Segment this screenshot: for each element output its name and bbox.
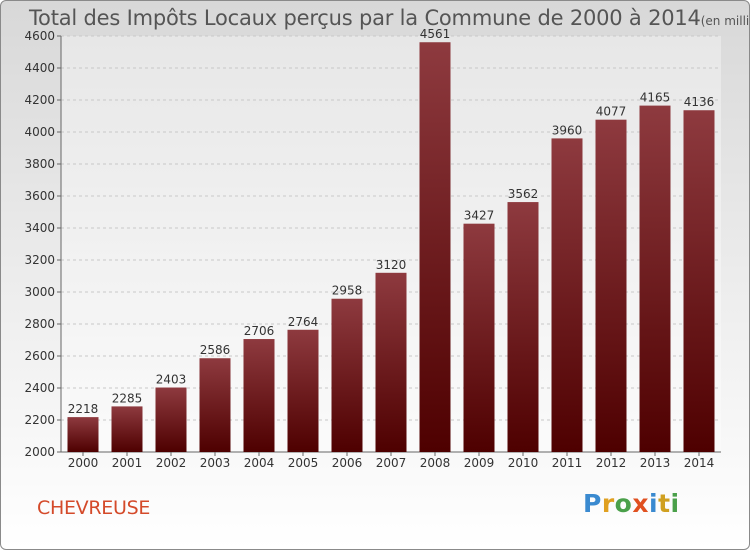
bar xyxy=(419,42,451,453)
data-label: 3427 xyxy=(464,209,495,223)
data-label: 4077 xyxy=(596,105,627,119)
bar xyxy=(155,387,187,452)
data-label: 2706 xyxy=(244,324,275,338)
x-tick-label: 2012 xyxy=(596,456,627,470)
y-tick-label: 4400 xyxy=(24,61,55,75)
x-tick-label: 2000 xyxy=(68,456,99,470)
commune-name: CHEVREUSE xyxy=(37,497,151,519)
y-tick-label: 4000 xyxy=(24,125,55,139)
bar xyxy=(375,272,407,452)
x-tick-label: 2004 xyxy=(244,456,275,470)
y-tick-label: 3800 xyxy=(24,157,55,171)
y-tick-label: 3600 xyxy=(24,189,55,203)
y-tick-label: 2800 xyxy=(24,317,55,331)
chart-title-text: Total des Impôts Locaux perçus par la Co… xyxy=(29,6,701,30)
y-tick-label: 3000 xyxy=(24,285,55,299)
data-label: 4561 xyxy=(420,27,451,41)
x-tick-label: 2014 xyxy=(684,456,715,470)
data-label: 2764 xyxy=(288,315,319,329)
x-tick-label: 2010 xyxy=(508,456,539,470)
y-tick-label: 4600 xyxy=(24,29,55,43)
y-tick-label: 3400 xyxy=(24,221,55,235)
data-label: 4165 xyxy=(640,91,671,105)
x-tick-label: 2008 xyxy=(420,456,451,470)
data-label: 2285 xyxy=(112,391,143,405)
y-tick-label: 2600 xyxy=(24,349,55,363)
x-tick-label: 2007 xyxy=(376,456,407,470)
bar xyxy=(331,298,363,452)
y-tick-label: 2400 xyxy=(24,381,55,395)
data-label: 2403 xyxy=(156,373,187,387)
x-tick-label: 2009 xyxy=(464,456,495,470)
bar xyxy=(683,110,715,453)
x-tick-label: 2005 xyxy=(288,456,319,470)
bar xyxy=(287,329,319,452)
data-label: 3120 xyxy=(376,258,407,272)
y-tick-label: 4200 xyxy=(24,93,55,107)
data-label: 2218 xyxy=(68,402,99,416)
bar xyxy=(463,223,495,452)
data-label: 3562 xyxy=(508,187,539,201)
chart-title: Total des Impôts Locaux perçus par la Co… xyxy=(29,6,750,30)
data-label: 2586 xyxy=(200,343,231,357)
chart-subtitle: (en milliers d'€) xyxy=(700,14,750,28)
data-label: 3960 xyxy=(552,123,583,137)
bar xyxy=(595,119,627,453)
x-tick-label: 2001 xyxy=(112,456,143,470)
x-tick-label: 2003 xyxy=(200,456,231,470)
bar xyxy=(639,105,671,452)
proxiti-logo: Proxiti xyxy=(583,489,680,518)
bar xyxy=(67,417,99,452)
bar xyxy=(551,138,583,452)
y-tick-label: 3200 xyxy=(24,253,55,267)
bar xyxy=(243,339,275,452)
y-tick-label: 2000 xyxy=(24,445,55,459)
x-tick-label: 2006 xyxy=(332,456,363,470)
bar xyxy=(111,406,143,452)
bar xyxy=(507,202,539,452)
y-tick-label: 2200 xyxy=(24,413,55,427)
bar xyxy=(199,358,231,452)
data-label: 4136 xyxy=(684,95,715,109)
data-label: 2958 xyxy=(332,284,363,298)
x-tick-label: 2013 xyxy=(640,456,671,470)
x-tick-label: 2002 xyxy=(156,456,187,470)
x-tick-label: 2011 xyxy=(552,456,583,470)
